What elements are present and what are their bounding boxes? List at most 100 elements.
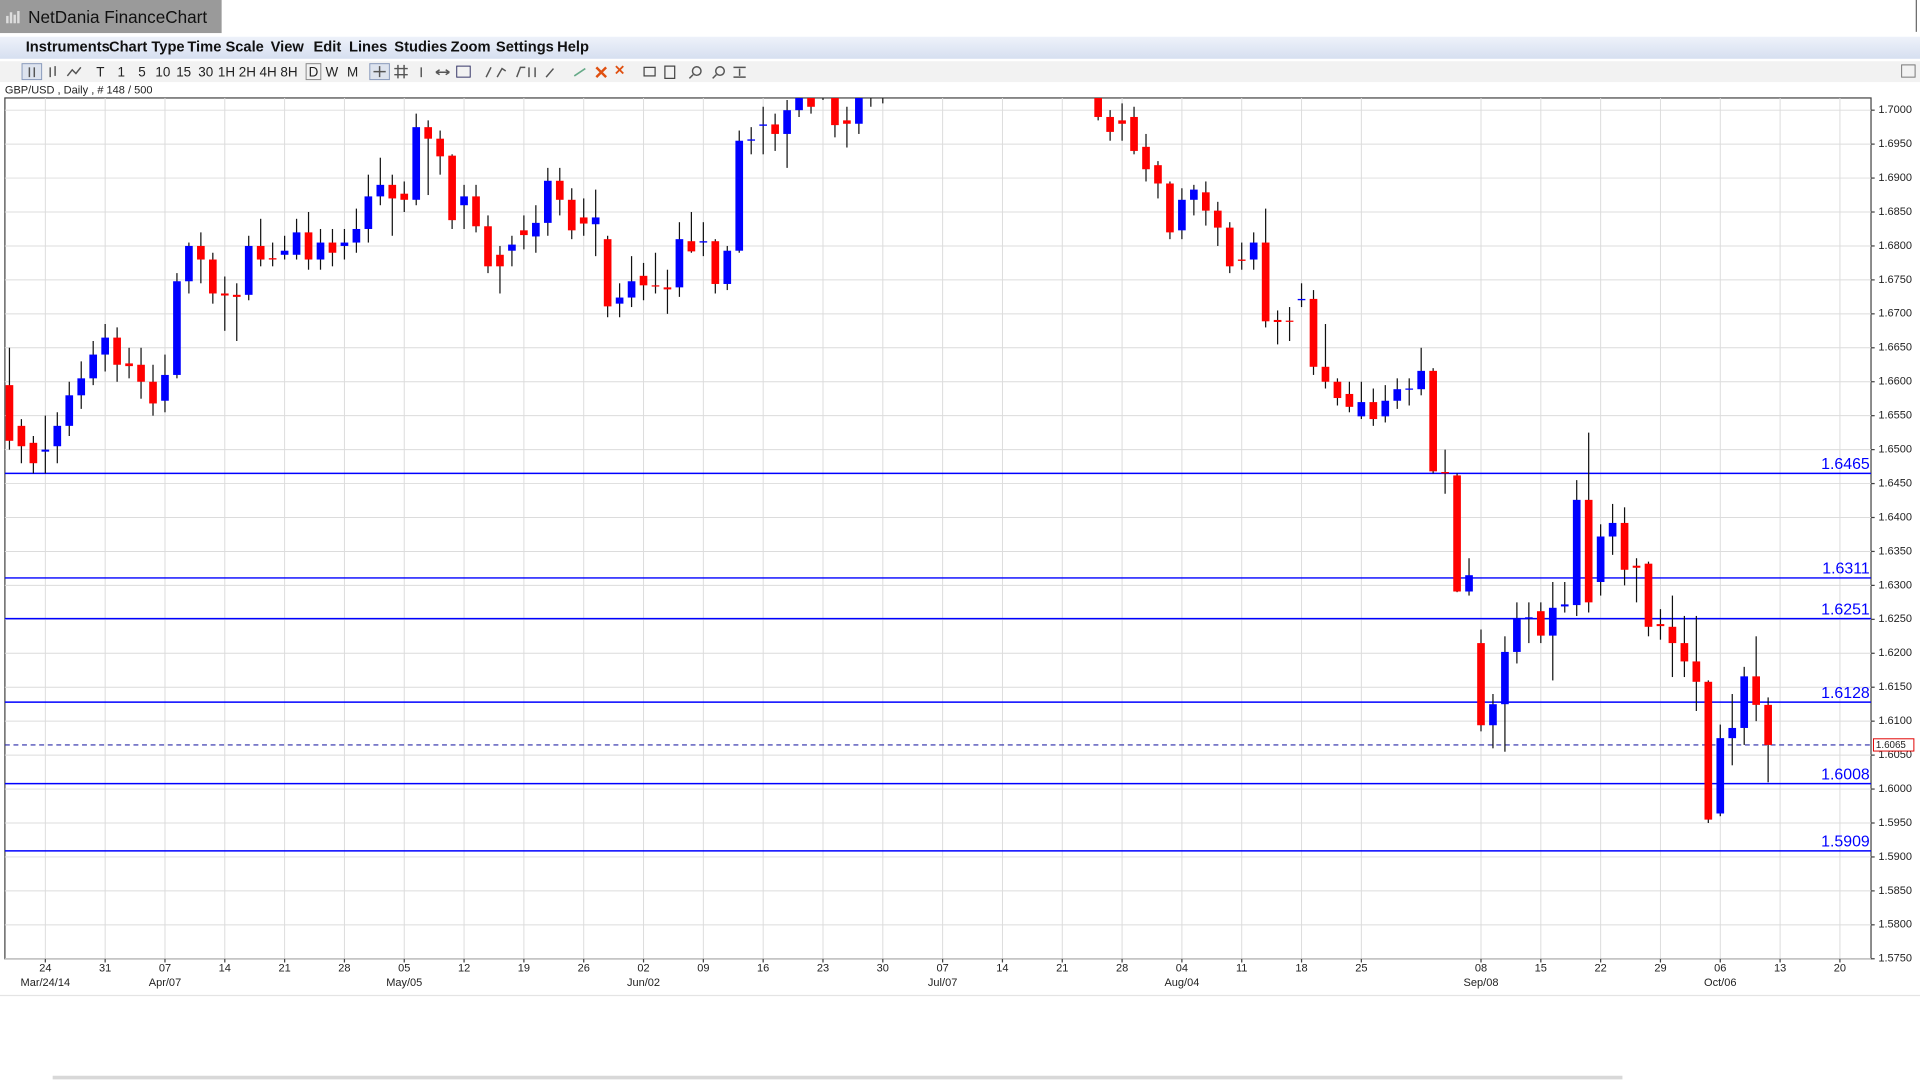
x-tick-label: 31 bbox=[99, 962, 111, 974]
candle-body bbox=[232, 294, 241, 297]
y-tick-label: 1.6400 bbox=[1878, 511, 1912, 523]
x-tick-label: 08 bbox=[1475, 962, 1487, 974]
candle-body bbox=[1536, 611, 1545, 636]
candle-body bbox=[1333, 381, 1342, 399]
candle-body bbox=[1680, 643, 1689, 662]
timeframe-button[interactable]: 15 bbox=[176, 64, 191, 79]
level-label: 1.6465 bbox=[1821, 456, 1870, 473]
timeframe-button[interactable]: 30 bbox=[198, 64, 213, 79]
y-tick-label: 1.6650 bbox=[1878, 342, 1912, 354]
candle-body bbox=[843, 120, 851, 124]
x-tick-label: 06 bbox=[1714, 962, 1726, 974]
candle-body bbox=[1393, 389, 1402, 401]
y-tick-label: 1.6450 bbox=[1878, 477, 1912, 489]
app-icon bbox=[6, 11, 20, 24]
menu-item[interactable]: Edit bbox=[313, 40, 341, 56]
candle-body bbox=[304, 232, 313, 260]
candle-body bbox=[855, 97, 863, 124]
menu-item[interactable]: Instruments bbox=[26, 40, 110, 56]
x-tick-label: 21 bbox=[278, 962, 290, 974]
x-month-label: Jun/02 bbox=[627, 977, 660, 989]
candle-body bbox=[41, 449, 50, 452]
candle-body bbox=[292, 232, 301, 255]
candle-body bbox=[1477, 643, 1485, 726]
candle-body bbox=[1429, 370, 1437, 472]
menu-item[interactable]: Studies bbox=[394, 40, 447, 56]
candle-body bbox=[1525, 617, 1533, 619]
menu-item[interactable]: Help bbox=[557, 40, 589, 56]
timeframe-button[interactable]: M bbox=[347, 64, 358, 79]
candle-body bbox=[1405, 388, 1414, 390]
plot-area bbox=[4, 97, 1872, 960]
candle-body bbox=[268, 258, 277, 260]
candle-body bbox=[65, 395, 74, 426]
timeframe-button[interactable]: D bbox=[309, 64, 319, 79]
candle-body bbox=[1166, 183, 1174, 233]
timeframe-button[interactable]: 10 bbox=[155, 64, 170, 79]
timeframe-button[interactable]: T bbox=[96, 64, 104, 79]
menu-item[interactable]: View bbox=[271, 40, 305, 56]
y-tick-label: 1.6550 bbox=[1878, 410, 1912, 422]
candle-body bbox=[1704, 681, 1713, 820]
x-tick-label: 18 bbox=[1295, 962, 1307, 974]
menu-item[interactable]: Time Scale bbox=[187, 40, 263, 56]
menu: Instruments Chart Type Time Scale View Edit L… bbox=[26, 40, 589, 56]
candle-body bbox=[1249, 242, 1258, 260]
x-month-label: May/05 bbox=[386, 977, 422, 989]
last-price-box bbox=[1872, 738, 1915, 752]
candle-body bbox=[603, 239, 612, 307]
candle-body bbox=[1644, 563, 1653, 627]
candle-body bbox=[173, 281, 181, 375]
x-tick-label: 29 bbox=[1654, 962, 1666, 974]
candle-body bbox=[436, 138, 444, 157]
timeframe-button[interactable]: 1H bbox=[218, 64, 235, 79]
candle-body bbox=[807, 97, 815, 107]
candle-body bbox=[675, 239, 684, 288]
candle-body bbox=[1154, 165, 1162, 184]
candle-body bbox=[532, 222, 540, 237]
timeframe-button[interactable]: W bbox=[325, 64, 338, 79]
menu-item[interactable]: Settings bbox=[496, 40, 554, 56]
candle-body bbox=[1345, 393, 1354, 407]
x-tick-label: 25 bbox=[1355, 962, 1367, 974]
candle-body bbox=[1465, 575, 1473, 592]
level-label: 1.6311 bbox=[1822, 561, 1870, 578]
x-tick-label: 22 bbox=[1595, 962, 1607, 974]
candle-body bbox=[448, 155, 456, 221]
timeframe-button[interactable]: 2H bbox=[239, 64, 256, 79]
candle-body bbox=[256, 245, 265, 260]
candle-body bbox=[316, 242, 325, 260]
candle-body bbox=[1190, 189, 1198, 200]
candle-body bbox=[699, 241, 708, 243]
candle-body bbox=[1764, 704, 1772, 745]
candle-body bbox=[1668, 626, 1677, 644]
candle-body bbox=[1273, 319, 1282, 322]
timeframe-button[interactable]: 4H bbox=[260, 64, 277, 79]
candle-body bbox=[1489, 704, 1497, 726]
menu-item[interactable]: Zoom bbox=[451, 40, 491, 56]
timeframe-button[interactable]: 5 bbox=[138, 64, 145, 79]
candle-body bbox=[101, 337, 109, 355]
menu-item[interactable]: Lines bbox=[349, 40, 387, 56]
candle-body bbox=[352, 228, 361, 243]
candle-body bbox=[472, 196, 480, 227]
candle-body bbox=[364, 196, 373, 229]
candle-body bbox=[1309, 298, 1318, 367]
candle-body bbox=[1369, 402, 1378, 420]
candle-body bbox=[161, 374, 169, 401]
y-tick-label: 1.5800 bbox=[1878, 919, 1912, 931]
y-tick-label: 1.6750 bbox=[1878, 274, 1912, 286]
candle-body bbox=[1202, 192, 1210, 211]
timeframe-button[interactable]: 1 bbox=[117, 64, 124, 79]
x-tick-label: 28 bbox=[338, 962, 350, 974]
candle-body bbox=[17, 425, 26, 447]
candle-body bbox=[1656, 624, 1665, 627]
candle-body bbox=[759, 124, 767, 126]
menu-item[interactable]: Chart Type bbox=[109, 40, 185, 56]
timeframes: T 1 5 10 15 30 1H 2H 4H 8H D W M bbox=[96, 64, 358, 79]
candle-body bbox=[460, 196, 468, 206]
level-label: 1.6251 bbox=[1821, 601, 1870, 618]
candle-body bbox=[1584, 499, 1593, 603]
timeframe-button[interactable]: 8H bbox=[280, 64, 297, 79]
